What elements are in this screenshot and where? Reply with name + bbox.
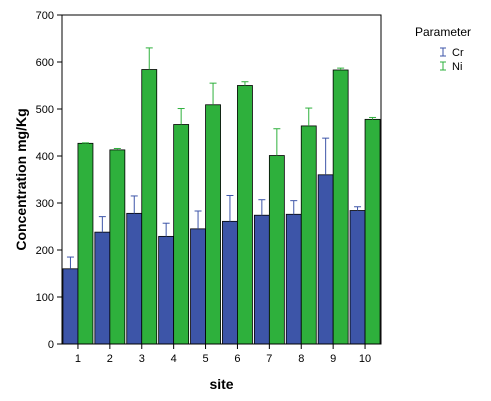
x-tick-label: 10	[359, 353, 371, 365]
y-axis-title: Concentration mg/Kg	[13, 108, 29, 250]
bar-ni-site-10	[364, 118, 381, 345]
x-tick-label: 5	[202, 353, 208, 365]
bar-cr-site-9	[317, 174, 334, 345]
bar-cr-site-2	[94, 231, 111, 345]
error-bar-cr-site-8	[290, 200, 298, 215]
bar-ni-site-4	[173, 124, 190, 345]
x-axis-title: site	[209, 376, 233, 392]
bar-cr-site-5	[190, 228, 206, 345]
y-tick-label: 600	[36, 57, 54, 69]
legend-label-cr: Cr	[452, 47, 464, 59]
legend-swatch-cr	[440, 47, 446, 57]
x-tick-label: 2	[107, 353, 113, 365]
y-tick-label: 400	[36, 151, 54, 163]
bar-ni-site-7	[268, 155, 285, 345]
bar-cr-site-1	[62, 268, 79, 345]
error-bar-ni-site-6	[241, 81, 249, 86]
error-bar-cr-site-1	[66, 256, 74, 269]
x-tick-label: 1	[75, 353, 81, 365]
y-tick-label: 0	[48, 339, 54, 351]
bar-ni-site-9	[332, 69, 349, 345]
error-bar-cr-site-7	[258, 199, 266, 216]
x-tick-label: 4	[171, 353, 177, 365]
error-bar-ni-site-3	[145, 47, 153, 70]
x-axis: 1 2 3 4 5 6 7 8 9 10	[75, 344, 371, 365]
error-bar-cr-site-4	[162, 222, 170, 237]
legend: Parameter Cr Ni	[415, 25, 471, 73]
y-tick-label: 500	[36, 104, 54, 116]
bar-ni-site-2	[109, 149, 126, 345]
bar-cr-site-3	[126, 212, 143, 345]
bar-cr-site-4	[158, 235, 175, 345]
error-bar-cr-site-3	[130, 195, 138, 214]
legend-title: Parameter	[415, 25, 471, 39]
error-bar-cr-site-2	[98, 216, 106, 233]
y-tick-label: 100	[36, 292, 54, 304]
legend-label-ni: Ni	[452, 61, 462, 73]
x-tick-label: 3	[139, 353, 145, 365]
error-bar-ni-site-5	[209, 82, 217, 105]
error-bar-ni-site-2	[113, 147, 121, 150]
bar-cr-site-7	[253, 214, 270, 345]
bar-ni-site-5	[205, 104, 221, 345]
x-tick-label: 9	[330, 353, 336, 365]
bar-cr-site-8	[285, 213, 302, 345]
legend-swatch-ni	[440, 61, 446, 71]
bar-cr-site-6	[222, 220, 238, 345]
error-bar-ni-site-4	[177, 108, 185, 125]
bar-ni-site-6	[237, 85, 253, 345]
y-tick-label: 300	[36, 198, 54, 210]
error-bar-cr-site-5	[194, 210, 202, 229]
bars-layer	[62, 69, 381, 345]
y-axis: 0 100 200 300 400 500 600 700	[36, 10, 62, 351]
x-tick-label: 8	[298, 353, 304, 365]
error-bar-ni-site-10	[369, 116, 377, 120]
x-tick-label: 6	[234, 353, 240, 365]
error-bar-cr-site-9	[322, 137, 330, 175]
error-bar-cr-site-10	[354, 206, 362, 211]
error-bar-ni-site-8	[305, 107, 313, 126]
x-tick-label: 7	[266, 353, 272, 365]
plot-frame	[61, 14, 382, 345]
error-bar-ni-site-7	[273, 128, 281, 156]
bar-cr-site-10	[349, 210, 366, 345]
error-bar-ni-site-9	[337, 67, 345, 70]
bar-ni-site-3	[141, 69, 158, 345]
error-bar-cr-site-6	[226, 194, 234, 222]
bar-ni-site-1	[77, 142, 94, 345]
bar-ni-site-8	[300, 125, 317, 345]
error-bars-layer	[66, 47, 377, 269]
y-tick-label: 700	[36, 10, 54, 22]
y-tick-label: 200	[36, 245, 54, 257]
